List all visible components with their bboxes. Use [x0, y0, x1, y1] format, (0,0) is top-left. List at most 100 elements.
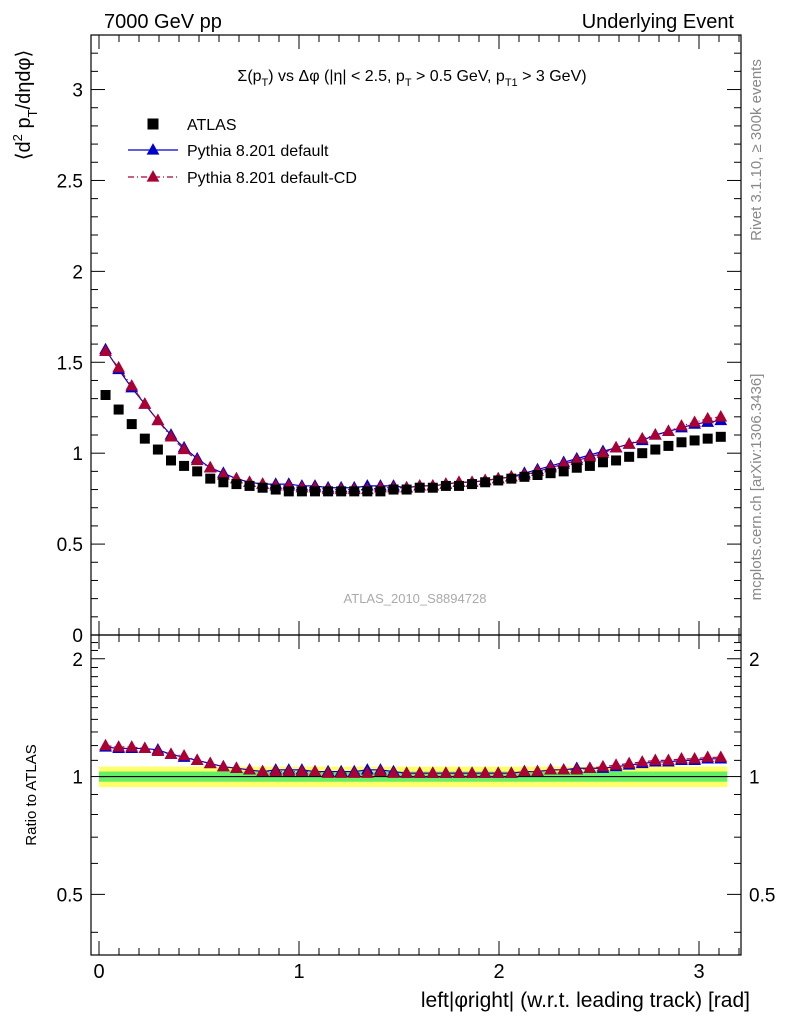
data-point [190, 753, 204, 765]
data-point [611, 455, 622, 466]
data-point [112, 360, 126, 373]
rivet-label: Rivet 3.1.10, ≥ 300k events [748, 59, 765, 241]
data-point [414, 482, 425, 493]
data-point [282, 764, 296, 777]
data-point [531, 764, 544, 777]
data-point [635, 755, 649, 767]
data-point [663, 440, 674, 451]
data-point [218, 477, 229, 488]
data-point [308, 764, 322, 777]
ratio-y-label: Ratio to ATLAS [23, 744, 40, 845]
data-point [164, 747, 178, 759]
data-point [99, 738, 112, 751]
y-tick-label: 1 [72, 768, 83, 789]
data-point [99, 344, 112, 356]
data-point [296, 486, 307, 497]
data-point [125, 379, 139, 391]
y-tick-label: 2 [749, 650, 760, 671]
data-point [112, 740, 126, 752]
data-point [113, 404, 124, 415]
y-tick-label: 0.5 [749, 885, 775, 906]
data-point [702, 433, 713, 444]
x-tick-label: 1 [293, 961, 304, 983]
data-point [544, 763, 557, 775]
data-point [675, 752, 688, 764]
data-point [400, 766, 413, 778]
data-point [231, 479, 242, 490]
data-point [609, 758, 623, 770]
data-point [166, 455, 176, 466]
data-point [216, 759, 230, 772]
y-tick-label: 0.5 [57, 885, 83, 906]
data-point [147, 118, 159, 130]
data-point [164, 429, 178, 442]
data-point [596, 446, 610, 458]
data-point [558, 466, 569, 477]
data-point [295, 764, 309, 777]
legend: ATLAS Pythia 8.201 default Pythia 8.201 de… [128, 117, 357, 187]
y-tick-label: 3 [72, 81, 83, 102]
data-point [675, 419, 688, 431]
data-point [583, 761, 597, 773]
main-title: Σ(pT) vs Δφ (|η| < 2.5, pT > 0.5 GeV, pT… [237, 68, 586, 89]
data-point [309, 486, 320, 497]
data-point [323, 486, 334, 497]
y-tick-label: 1.5 [57, 353, 83, 374]
data-point [648, 753, 662, 765]
data-point [427, 482, 438, 493]
legend-label: Pythia 8.201 default [187, 143, 329, 160]
data-point [596, 759, 610, 772]
data-point [491, 766, 505, 778]
data-point [583, 449, 597, 462]
data-point [257, 482, 268, 493]
ratio-bands [99, 766, 728, 788]
data-point [321, 766, 335, 778]
data-point [360, 766, 374, 778]
data-point [439, 766, 453, 778]
data-point [597, 457, 608, 468]
data-point [151, 413, 165, 426]
data-point [243, 763, 256, 775]
data-point [205, 473, 216, 484]
y-tick-label: 2 [72, 262, 83, 283]
data-point [401, 484, 412, 495]
header-right: Underlying Event [582, 11, 735, 33]
data-point [465, 766, 479, 778]
data-point [139, 433, 150, 444]
data-point [557, 763, 571, 775]
data-point [478, 766, 492, 778]
data-point [375, 486, 386, 497]
data-point [177, 442, 191, 455]
data-point [624, 451, 635, 462]
data-point [715, 431, 726, 442]
data-point [256, 764, 269, 777]
data-point [648, 428, 662, 440]
data-point [126, 419, 137, 430]
data-point [584, 460, 595, 471]
data-point [146, 143, 160, 155]
data-point [714, 409, 728, 422]
data-point [100, 390, 111, 400]
data-point [701, 750, 715, 762]
data-point [349, 486, 360, 497]
ratio-x-ticks: 0 1 2 3 [93, 635, 740, 983]
data-point [662, 424, 675, 436]
data-point [480, 477, 491, 488]
watermark: ATLAS_2010_S8894728 [344, 591, 487, 606]
data-point [637, 448, 648, 459]
data-point [334, 766, 348, 778]
y-tick-label: 1 [72, 444, 83, 465]
ratio-y-ticks: 0.5 0.5 1 1 2 2 [57, 642, 775, 933]
data-point [650, 444, 661, 455]
x-tick-label: 0 [93, 961, 104, 983]
legend-label: ATLAS [187, 117, 237, 134]
main-panel: 0 0.5 1 1.5 2 2.5 3 ATLAS_2010_S8894728 Σ(pT) … [10, 34, 742, 647]
data-point [440, 480, 451, 491]
data-point [622, 756, 636, 769]
data-point [152, 444, 163, 455]
x-axis-label: left|φright| (w.r.t. leading track) [rad… [421, 989, 750, 1012]
ratio-series [99, 738, 728, 778]
data-point [453, 480, 464, 491]
data-point [269, 764, 283, 777]
data-point [519, 471, 530, 482]
